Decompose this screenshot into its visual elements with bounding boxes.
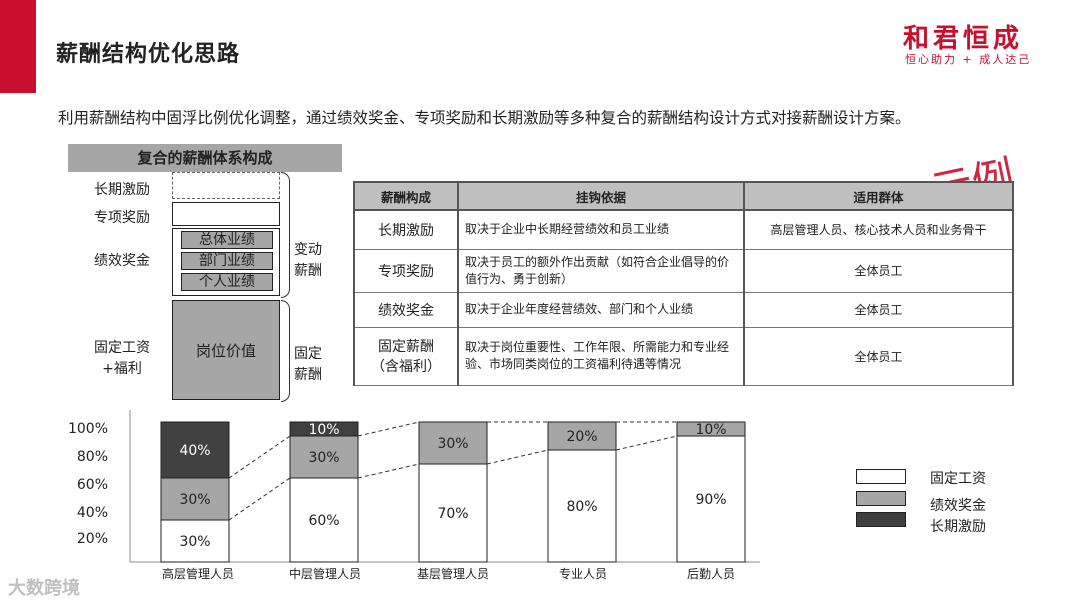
row-group: 全体员工	[743, 291, 1014, 328]
perf-item-personal: 个人业绩	[181, 273, 273, 291]
legend-swatch-performance	[856, 491, 906, 506]
connector-line	[486, 449, 549, 465]
page-title: 薪酬结构优化思路	[56, 42, 241, 67]
bar-data-label: 20%	[566, 429, 597, 445]
legend-label-performance: 绩效奖金	[930, 498, 986, 514]
bar-segment	[160, 421, 230, 479]
accent-bar	[0, 0, 36, 93]
row-group: 全体员工	[743, 248, 1014, 293]
category-label: 中层管理人员	[288, 567, 361, 581]
table-header: 薪酬构成	[353, 181, 459, 211]
category-label: 后勤人员	[686, 567, 735, 581]
bar-data-label: 10%	[695, 422, 726, 438]
category-label: 基层管理人员	[416, 567, 489, 581]
connector-line	[228, 477, 291, 521]
bar-data-label: 70%	[437, 506, 468, 522]
bar-segment	[289, 421, 359, 437]
bar-segment	[418, 421, 488, 465]
bar-segment	[676, 421, 746, 437]
table-header-row: 薪酬构成 挂钩依据 适用群体	[353, 181, 1014, 211]
bar-data-label: 40%	[179, 443, 210, 459]
watermark: 大数跨境	[8, 578, 80, 599]
bar-data-label: 30%	[308, 450, 339, 466]
performance-label: 绩效奖金	[94, 253, 150, 269]
bar-data-label: 30%	[179, 492, 210, 508]
table-header: 挂钩依据	[457, 181, 745, 211]
legend-label-fixed: 固定工资	[930, 471, 986, 487]
company-logo: 和君恒成	[903, 24, 1024, 54]
row-basis: 取决于岗位重要性、工作年限、所需能力和专业经验、市场同类岗位的工资福利待遇等情况	[457, 326, 745, 386]
legend-label-long-term: 长期激励	[930, 519, 986, 535]
special-label: 专项奖励	[94, 210, 150, 226]
table-row: 专项奖励 取决于员工的额外作出贡献（如符合企业倡导的价值行为、勇于创新） 全体员…	[353, 248, 1014, 293]
legend-swatch-fixed	[856, 469, 906, 484]
variable-pay-label: 变动 薪酬	[294, 242, 322, 279]
row-group: 高层管理人员、核心技术人员和业务骨干	[743, 209, 1014, 250]
row-basis: 取决于企业中长期经营绩效和员工业绩	[457, 209, 745, 250]
perf-item-department: 部门业绩	[181, 252, 273, 270]
connector-line	[357, 463, 420, 479]
table-header: 适用群体	[743, 181, 1014, 211]
connector-line	[615, 435, 678, 451]
connector-line	[357, 421, 420, 437]
company-tagline: 恒心助力 + 成人达己	[905, 53, 1032, 66]
bar-data-label: 30%	[437, 436, 468, 452]
bar-segment	[547, 449, 617, 563]
row-group: 全体员工	[743, 326, 1014, 386]
y-tick-label: 20%	[76, 531, 108, 547]
long-term-box	[172, 172, 280, 199]
row-name: 固定薪酬 （含福利）	[353, 326, 459, 386]
y-tick-label: 100%	[67, 421, 108, 437]
bar-data-label: 60%	[308, 513, 339, 529]
intro-text: 利用薪酬结构中固浮比例优化调整，通过绩效奖金、专项奖励和长期激励等多种复合的薪酬…	[58, 109, 911, 127]
bar-data-label: 30%	[179, 534, 210, 550]
table-row: 固定薪酬 （含福利） 取决于岗位重要性、工作年限、所需能力和专业经验、市场同类岗…	[353, 326, 1014, 386]
bar-segment	[418, 463, 488, 563]
bar-segment	[160, 519, 230, 563]
perf-item-overall: 总体业绩	[181, 231, 273, 249]
fixed-pay-label: 固定 薪酬	[294, 346, 322, 383]
bar-segment	[547, 421, 617, 451]
category-label: 专业人员	[558, 567, 607, 581]
bar-segment	[289, 477, 359, 563]
connector-line	[228, 435, 291, 479]
row-basis: 取决于员工的额外作出贡献（如符合企业倡导的价值行为、勇于创新）	[457, 248, 745, 293]
bar-data-label: 80%	[566, 499, 597, 515]
y-tick-label: 80%	[76, 449, 108, 465]
row-name: 专项奖励	[353, 248, 459, 293]
category-label: 高层管理人员	[161, 567, 234, 581]
composition-header: 复合的薪酬体系构成	[68, 144, 342, 172]
fixed-label: 固定工资 +福利	[94, 340, 150, 377]
pay-basis-table: 薪酬构成 挂钩依据 适用群体 长期激励 取决于企业中长期经营绩效和员工业绩 高层…	[353, 181, 1014, 386]
bar-data-label: 10%	[308, 422, 339, 438]
y-tick-label: 40%	[76, 505, 108, 521]
bar-data-label: 90%	[695, 492, 726, 508]
long-term-label: 长期激励	[94, 182, 150, 198]
post-value-box: 岗位价值	[172, 300, 280, 400]
special-box	[172, 202, 280, 226]
y-tick-label: 60%	[76, 477, 108, 493]
bar-segment	[160, 477, 230, 521]
legend-swatch-long-term	[856, 512, 906, 527]
